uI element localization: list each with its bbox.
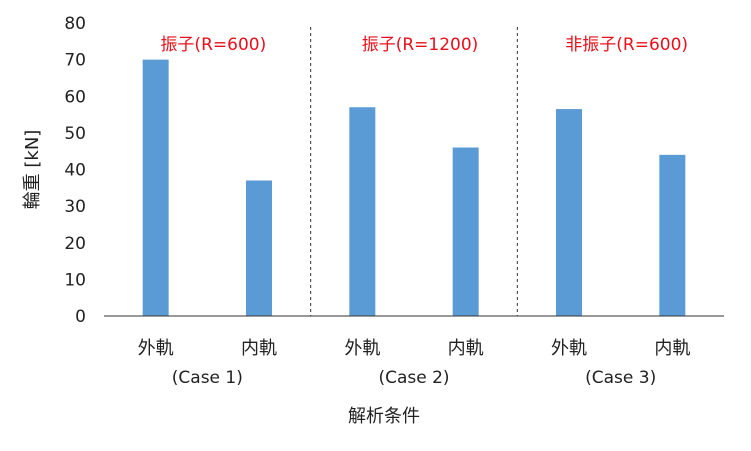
y-axis-ticks: 0 10 20 30 40 50 60 70 80: [64, 14, 86, 327]
group-labels: 振子(R=600) (Case 1) 振子(R=1200) (Case 2) 非振子(R…: [160, 35, 688, 388]
group-title: 振子(R=600): [160, 35, 266, 55]
bar: [246, 180, 272, 316]
category-label: 内軌: [448, 338, 484, 359]
y-tick-label: 30: [64, 197, 86, 217]
category-label: 内軌: [654, 338, 690, 359]
category-label: 外軌: [138, 338, 174, 359]
y-tick-label: 20: [64, 234, 86, 254]
category-label: 内軌: [241, 338, 277, 359]
group-separators: [310, 27, 518, 316]
y-tick-label: 50: [64, 124, 86, 144]
y-axis-title: 輪重 [kN]: [22, 130, 43, 210]
category-labels: 外軌 内軌 外軌 内軌 外軌 内軌: [138, 338, 691, 359]
y-tick-label: 0: [75, 307, 86, 327]
bar: [556, 109, 582, 316]
bar: [349, 107, 376, 316]
case-label: (Case 1): [172, 368, 243, 388]
category-label: 外軌: [551, 338, 587, 359]
group-title: 非振子(R=600): [565, 35, 688, 55]
y-tick-label: 60: [64, 87, 86, 107]
category-label: 外軌: [344, 338, 380, 359]
group-title: 振子(R=1200): [362, 35, 479, 55]
bar: [142, 59, 169, 316]
y-tick-label: 10: [64, 270, 86, 290]
bar: [659, 154, 686, 316]
y-tick-label: 40: [64, 161, 86, 181]
case-label: (Case 2): [378, 368, 449, 388]
y-tick-label: 70: [64, 51, 86, 71]
bars: [142, 59, 686, 316]
bar: [452, 147, 479, 316]
x-axis-title: 解析条件: [348, 406, 420, 427]
y-tick-label: 80: [64, 14, 86, 34]
case-label: (Case 3): [585, 368, 656, 388]
